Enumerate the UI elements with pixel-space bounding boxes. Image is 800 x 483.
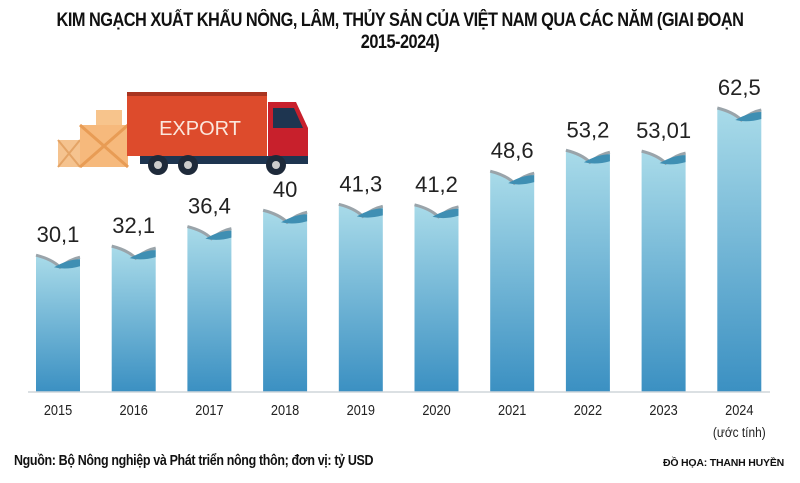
value-label: 48,6 (491, 138, 534, 163)
value-label: 41,2 (415, 172, 458, 197)
chart-title: KIM NGẠCH XUẤT KHẨU NÔNG, LÂM, THỦY SẢN … (56, 10, 744, 53)
bar-wave (583, 154, 610, 164)
bar-2018 (263, 210, 308, 392)
value-label: 30,1 (37, 222, 80, 247)
bar-2016 (111, 246, 156, 392)
value-label: 62,5 (718, 75, 761, 100)
bar-wave (129, 250, 156, 260)
bar-wave (735, 112, 762, 122)
truck-container (127, 92, 267, 156)
bar-2015 (36, 255, 80, 392)
bar-wave (281, 214, 308, 224)
x-tick-label: 2015 (44, 401, 73, 418)
bar-2020 (414, 204, 459, 392)
x-tick-label: 2023 (649, 401, 678, 418)
source-note: Nguồn: Bộ Nông nghiệp và Phát triển nông… (14, 453, 374, 469)
boxes-icon (57, 110, 129, 169)
value-label: 41,3 (339, 171, 382, 196)
truck-export-text: EXPORT (159, 118, 241, 140)
bar-2019 (338, 204, 383, 392)
value-label: 53,01 (636, 118, 691, 143)
x-tick-note: (ước tính) (713, 424, 766, 440)
value-label: 53,2 (566, 117, 609, 142)
export-truck-illustration: EXPORT (57, 92, 308, 175)
bar-wave (659, 155, 686, 165)
bar-2023 (641, 151, 686, 392)
truck-wheels (148, 155, 286, 175)
x-tick-label: 2019 (347, 401, 376, 418)
x-tick-label: 2020 (422, 401, 451, 418)
x-tick-label: 2021 (498, 401, 527, 418)
x-tick-label: 2017 (195, 401, 224, 418)
bar-wave (356, 208, 383, 218)
graphic-credit: ĐỒ HỌA: THANH HUYỀN (662, 457, 784, 469)
bar-2017 (187, 226, 232, 392)
bar-2021 (490, 171, 535, 392)
value-label: 32,1 (112, 213, 155, 238)
x-tick-label: 2016 (120, 401, 149, 418)
x-tick-label: 2024 (725, 401, 754, 418)
bar-wave (508, 175, 535, 185)
value-label: 40 (273, 177, 297, 202)
bar-wave (54, 259, 80, 269)
x-tick-label: 2022 (574, 401, 603, 418)
bar-wave (205, 230, 232, 240)
bar-2024 (717, 108, 762, 392)
bar-wave (432, 208, 459, 219)
x-tick-label: 2018 (271, 401, 300, 418)
value-label: 36,4 (188, 194, 231, 219)
bar-2022 (565, 150, 610, 392)
